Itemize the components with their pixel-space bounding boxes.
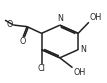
- Text: OH: OH: [73, 68, 85, 77]
- Text: N: N: [57, 14, 63, 23]
- Text: O: O: [19, 37, 26, 46]
- Text: O: O: [7, 20, 13, 29]
- Text: N: N: [80, 45, 86, 54]
- Text: Cl: Cl: [38, 64, 45, 73]
- Text: OH: OH: [89, 13, 102, 22]
